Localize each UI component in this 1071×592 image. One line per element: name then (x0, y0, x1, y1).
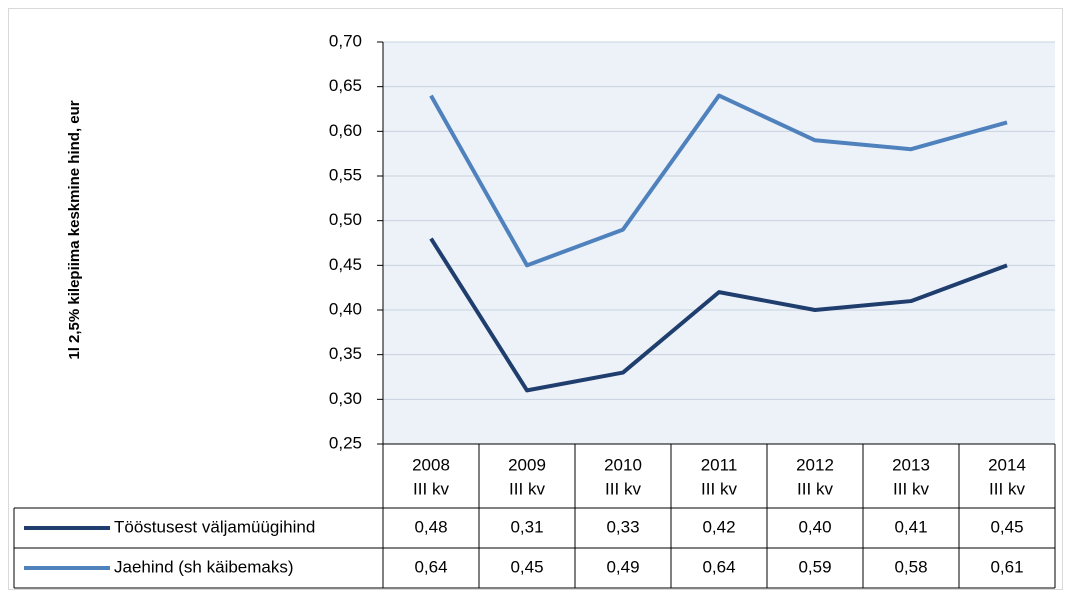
table-value: 0,64 (414, 557, 447, 576)
y-tick-label: 0,65 (329, 76, 362, 95)
table-value: 0,45 (990, 517, 1023, 536)
y-tick-label: 0,60 (329, 121, 362, 140)
table-value: 0,40 (798, 517, 831, 536)
x-tick-label: III kv (413, 479, 449, 498)
x-tick-label: 2014 (988, 455, 1026, 474)
y-tick-label: 0,50 (329, 210, 362, 229)
table-value: 0,49 (606, 557, 639, 576)
table-value: 0,48 (414, 517, 447, 536)
x-tick-label: 2011 (701, 455, 738, 474)
table-value: 0,41 (894, 517, 927, 536)
table-value: 0,33 (606, 517, 639, 536)
table-value: 0,58 (894, 557, 927, 576)
table-value: 0,31 (510, 517, 543, 536)
table-value: 0,61 (990, 557, 1023, 576)
x-tick-label: 2013 (892, 455, 930, 474)
y-tick-label: 0,25 (329, 433, 362, 452)
table-value: 0,59 (798, 557, 831, 576)
x-tick-label: III kv (797, 479, 833, 498)
series-line (429, 237, 1008, 393)
plot-area (383, 42, 1055, 444)
y-tick-label: 0,45 (329, 255, 362, 274)
x-tick-label: III kv (893, 479, 929, 498)
y-axis-label: 1l 2,5% kilepiima keskmine hind, eur (66, 100, 83, 359)
legend-label: Tööstusest väljamüügihind (114, 517, 315, 536)
series-line (429, 93, 1008, 268)
x-tick-label: III kv (509, 479, 545, 498)
x-tick-label: 2012 (796, 455, 834, 474)
x-tick-label: III kv (701, 479, 737, 498)
y-tick-label: 0,30 (329, 389, 362, 408)
x-tick-label: 2010 (604, 455, 642, 474)
legend-label: Jaehind (sh käibemaks) (114, 557, 294, 576)
table-value: 0,42 (702, 517, 735, 536)
table-value: 0,64 (702, 557, 735, 576)
y-tick-label: 0,40 (329, 299, 362, 318)
table-value: 0,45 (510, 557, 543, 576)
x-tick-label: III kv (605, 479, 641, 498)
y-tick-label: 0,55 (329, 165, 362, 184)
x-tick-label: 2008 (412, 455, 450, 474)
y-tick-label: 0,70 (329, 31, 362, 50)
x-tick-label: III kv (989, 479, 1025, 498)
y-tick-label: 0,35 (329, 344, 362, 363)
x-tick-label: 2009 (508, 455, 546, 474)
